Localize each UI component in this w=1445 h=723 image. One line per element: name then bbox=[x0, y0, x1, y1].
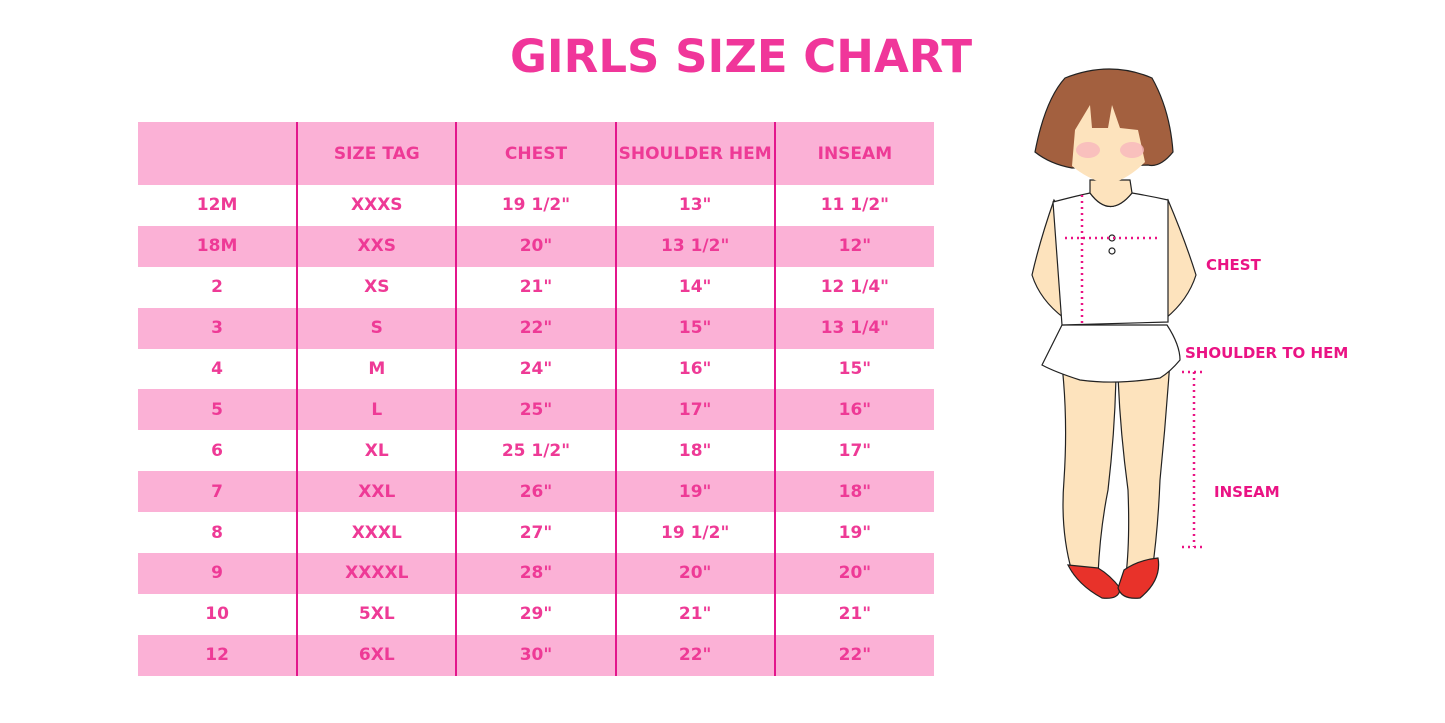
table-row: 3 S 22" 15" 13 1/4" bbox=[138, 307, 934, 349]
table-cell: 12" bbox=[773, 225, 934, 267]
table-cell: 14" bbox=[614, 266, 775, 308]
table-cell: 5 bbox=[138, 389, 298, 431]
table-cell: XS bbox=[296, 266, 457, 308]
table-cell: 11 1/2" bbox=[773, 185, 934, 226]
girl-figure-icon bbox=[1031, 68, 1202, 599]
table-cell: 20" bbox=[614, 553, 775, 594]
table-cell: 30" bbox=[455, 634, 616, 676]
table-row: 12M XXXS 19 1/2" 13" 11 1/2" bbox=[138, 185, 934, 226]
table-cell: 19" bbox=[773, 512, 934, 554]
table-header-row: SIZE TAG CHEST SHOULDER HEM INSEAM bbox=[138, 122, 934, 185]
table-cell: XL bbox=[296, 430, 457, 472]
table-cell: 21" bbox=[455, 266, 616, 308]
column-header: SIZE TAG bbox=[296, 122, 457, 185]
table-row: 2 XS 21" 14" 12 1/4" bbox=[138, 266, 934, 308]
table-cell: 24" bbox=[455, 348, 616, 390]
table-row: 12 6XL 30" 22" 22" bbox=[138, 634, 934, 676]
table-cell: 16" bbox=[614, 348, 775, 390]
table-cell: 28" bbox=[455, 553, 616, 594]
girl-measurement-illustration bbox=[1020, 60, 1380, 660]
column-header bbox=[138, 122, 298, 185]
shoulder-to-hem-label: SHOULDER TO HEM bbox=[1185, 344, 1349, 362]
table-cell: XXXS bbox=[296, 185, 457, 226]
table-cell: 27" bbox=[455, 512, 616, 554]
table-cell: 25" bbox=[455, 389, 616, 431]
table-cell: L bbox=[296, 389, 457, 431]
table-cell: 16" bbox=[773, 389, 934, 431]
table-cell: XXL bbox=[296, 471, 457, 513]
table-cell: XXXXL bbox=[296, 553, 457, 594]
page-title: GIRLS SIZE CHART bbox=[510, 30, 973, 83]
table-cell: 21" bbox=[773, 593, 934, 635]
table-cell: 22" bbox=[614, 634, 775, 676]
table-cell: 9 bbox=[138, 553, 298, 594]
table-cell: 5XL bbox=[296, 593, 457, 635]
table-cell: 3 bbox=[138, 307, 298, 349]
table-cell: 19 1/2" bbox=[614, 512, 775, 554]
table-cell: 26" bbox=[455, 471, 616, 513]
table-cell: XXS bbox=[296, 225, 457, 267]
table-cell: 13 1/4" bbox=[773, 307, 934, 349]
table-cell: 2 bbox=[211, 277, 224, 298]
table-row: 10 5XL 29" 21" 21" bbox=[138, 593, 934, 635]
table-cell: 6XL bbox=[296, 634, 457, 676]
table-row: 9 XXXXL 28" 20" 20" bbox=[138, 553, 934, 594]
table-row: 6 XL 25 1/2" 18" 17" bbox=[138, 430, 934, 472]
table-cell: 22" bbox=[455, 307, 616, 349]
table-cell: 7 bbox=[138, 471, 298, 513]
table-cell: 18" bbox=[773, 471, 934, 513]
table-cell: 19" bbox=[614, 471, 775, 513]
column-header: SHOULDER HEM bbox=[614, 122, 775, 185]
column-header: INSEAM bbox=[773, 122, 934, 185]
table-cell: 15" bbox=[773, 348, 934, 390]
table-cell: 12M bbox=[196, 195, 238, 216]
chest-label: CHEST bbox=[1206, 256, 1261, 274]
table-cell: 13" bbox=[614, 185, 775, 226]
table-cell: 6 bbox=[211, 440, 224, 461]
table-cell: 4 bbox=[211, 359, 224, 379]
table-cell: 17" bbox=[773, 430, 934, 472]
table-row: 8 XXXL 27" 19 1/2" 19" bbox=[138, 512, 934, 554]
table-row: 4 M 24" 16" 15" bbox=[138, 348, 934, 390]
table-cell: 22" bbox=[773, 634, 934, 676]
table-cell: 20" bbox=[455, 225, 616, 267]
table-cell: 25 1/2" bbox=[455, 430, 616, 472]
table-row: 7 XXL 26" 19" 18" bbox=[138, 471, 934, 513]
inseam-label: INSEAM bbox=[1214, 483, 1280, 501]
table-cell: 19 1/2" bbox=[455, 185, 616, 226]
size-table: SIZE TAG CHEST SHOULDER HEM INSEAM 12M XXXS 1… bbox=[138, 122, 934, 676]
table-cell: M bbox=[296, 348, 457, 390]
table-cell: S bbox=[296, 307, 457, 349]
table-cell: 12 bbox=[138, 634, 298, 676]
table-cell: 8 bbox=[211, 522, 224, 543]
table-row: 18M XXS 20" 13 1/2" 12" bbox=[138, 225, 934, 267]
table-cell: 15" bbox=[614, 307, 775, 349]
table-cell: 18M bbox=[138, 225, 298, 267]
table-cell: 17" bbox=[614, 389, 775, 431]
table-cell: 20" bbox=[773, 553, 934, 594]
column-header: CHEST bbox=[455, 122, 616, 185]
table-row: 5 L 25" 17" 16" bbox=[138, 389, 934, 431]
table-cell: 10 bbox=[205, 604, 229, 625]
table-cell: XXXL bbox=[296, 512, 457, 554]
table-cell: 21" bbox=[614, 593, 775, 635]
table-cell: 13 1/2" bbox=[614, 225, 775, 267]
table-cell: 29" bbox=[455, 593, 616, 635]
table-cell: 18" bbox=[614, 430, 775, 472]
table-cell: 12 1/4" bbox=[773, 266, 934, 308]
